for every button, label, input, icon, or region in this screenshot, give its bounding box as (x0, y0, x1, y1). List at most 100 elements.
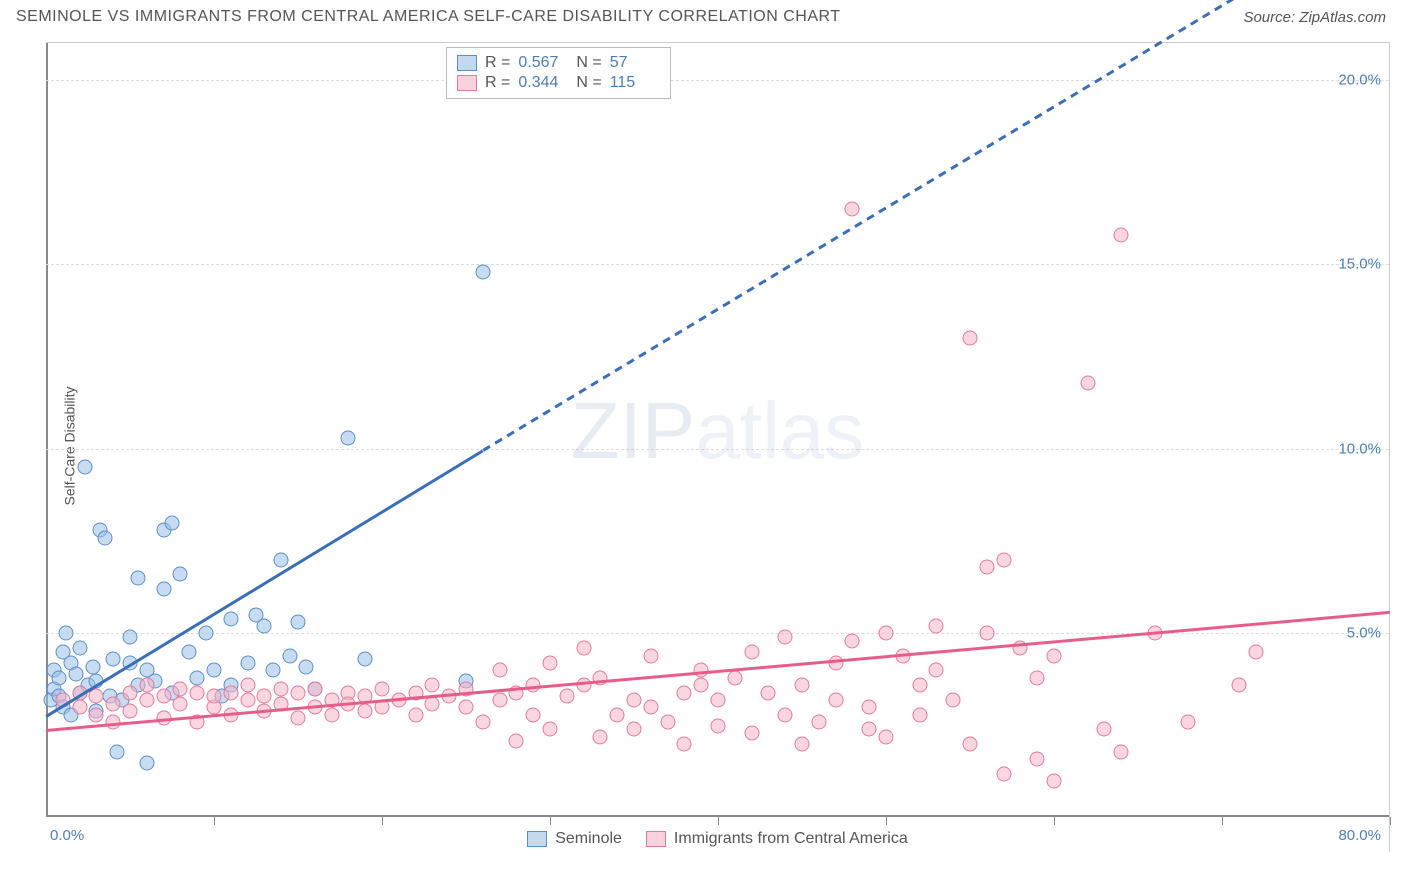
data-point (1248, 644, 1263, 659)
data-point (291, 711, 306, 726)
data-point (627, 722, 642, 737)
data-point (1114, 744, 1129, 759)
data-point (358, 652, 373, 667)
data-point (89, 707, 104, 722)
data-point (828, 692, 843, 707)
x-tick (214, 817, 215, 825)
data-point (643, 700, 658, 715)
data-point (1030, 670, 1045, 685)
data-point (72, 641, 87, 656)
swatch-icon (527, 831, 547, 847)
x-tick (718, 817, 719, 825)
data-point (173, 681, 188, 696)
data-point (996, 766, 1011, 781)
gridline (46, 633, 1389, 634)
data-point (341, 430, 356, 445)
y-tick-label: 10.0% (1338, 440, 1381, 457)
data-point (475, 715, 490, 730)
data-point (912, 678, 927, 693)
data-point (1030, 751, 1045, 766)
data-point (240, 678, 255, 693)
data-point (744, 644, 759, 659)
stats-row: R =0.567 N =57 (457, 54, 660, 72)
y-tick-label: 20.0% (1338, 71, 1381, 88)
data-point (173, 567, 188, 582)
data-point (425, 696, 440, 711)
data-point (123, 685, 138, 700)
data-point (198, 626, 213, 641)
data-point (324, 707, 339, 722)
data-point (459, 700, 474, 715)
data-point (408, 707, 423, 722)
data-point (996, 552, 1011, 567)
data-point (845, 633, 860, 648)
data-point (190, 685, 205, 700)
data-point (543, 722, 558, 737)
data-point (1231, 678, 1246, 693)
data-point (123, 630, 138, 645)
swatch-icon (646, 831, 666, 847)
legend-item: Immigrants from Central America (646, 830, 908, 848)
data-point (1181, 715, 1196, 730)
data-point (1047, 774, 1062, 789)
data-point (274, 681, 289, 696)
x-tick (382, 817, 383, 825)
data-point (223, 685, 238, 700)
data-point (77, 460, 92, 475)
data-point (610, 707, 625, 722)
data-point (845, 202, 860, 217)
data-point (139, 755, 154, 770)
data-point (97, 530, 112, 545)
data-point (559, 689, 574, 704)
data-point (223, 611, 238, 626)
data-point (963, 331, 978, 346)
data-point (795, 737, 810, 752)
trendline (45, 449, 483, 717)
data-point (139, 692, 154, 707)
data-point (694, 678, 709, 693)
data-point (1114, 227, 1129, 242)
data-point (291, 685, 306, 700)
stats-row: R =0.344 N =115 (457, 74, 660, 92)
x-tick (1054, 817, 1055, 825)
data-point (240, 656, 255, 671)
data-point (89, 689, 104, 704)
series-legend: Seminole Immigrants from Central America (46, 830, 1389, 848)
data-point (265, 663, 280, 678)
data-point (299, 659, 314, 674)
data-point (727, 670, 742, 685)
data-point (862, 700, 877, 715)
data-point (879, 626, 894, 641)
legend-item: Seminole (527, 830, 622, 848)
data-point (627, 692, 642, 707)
data-point (190, 670, 205, 685)
source-label: Source: ZipAtlas.com (1243, 9, 1386, 26)
data-point (139, 678, 154, 693)
y-tick-label: 5.0% (1347, 625, 1381, 642)
data-point (257, 619, 272, 634)
data-point (425, 678, 440, 693)
gridline (46, 449, 1389, 450)
data-point (929, 619, 944, 634)
data-point (946, 692, 961, 707)
data-point (1047, 648, 1062, 663)
data-point (1097, 722, 1112, 737)
data-point (778, 707, 793, 722)
data-point (173, 696, 188, 711)
chart-plot-area: 5.0%10.0%15.0%20.0% ZIPatlas R =0.567 N … (46, 42, 1390, 852)
data-point (59, 626, 74, 641)
stats-legend: R =0.567 N =57 R =0.344 N =115 (446, 47, 671, 99)
data-point (282, 648, 297, 663)
data-point (1080, 375, 1095, 390)
data-point (711, 692, 726, 707)
x-tick (1390, 817, 1391, 825)
swatch-icon (457, 75, 477, 91)
data-point (207, 663, 222, 678)
chart-title: SEMINOLE VS IMMIGRANTS FROM CENTRAL AMER… (16, 8, 841, 26)
data-point (492, 692, 507, 707)
swatch-icon (457, 55, 477, 71)
data-point (543, 656, 558, 671)
data-point (109, 744, 124, 759)
data-point (52, 670, 67, 685)
x-tick (550, 817, 551, 825)
